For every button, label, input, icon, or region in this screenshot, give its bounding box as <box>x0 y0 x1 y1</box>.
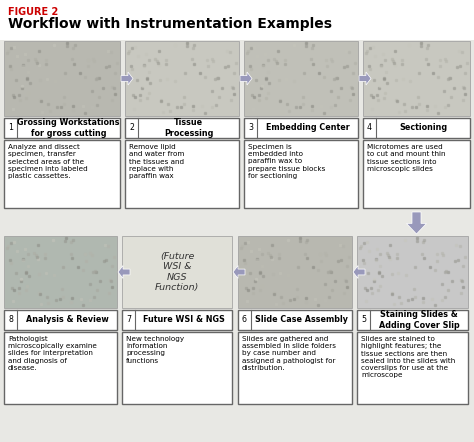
Text: 1: 1 <box>8 123 13 133</box>
Text: 8: 8 <box>8 316 13 324</box>
Text: Tissue
Processing: Tissue Processing <box>164 118 213 138</box>
Text: New technology
information
processing
functions: New technology information processing fu… <box>126 336 184 364</box>
FancyBboxPatch shape <box>125 140 239 208</box>
Text: Microtomes are used
to cut and mount thin
tissue sections into
microscopic slide: Microtomes are used to cut and mount thi… <box>367 144 446 172</box>
Text: Pathologist
microscopically examine
slides for interpretation
and diagnosis of
d: Pathologist microscopically examine slid… <box>8 336 97 371</box>
FancyBboxPatch shape <box>238 236 352 308</box>
Text: 3: 3 <box>248 123 253 133</box>
Text: (Future
WSI &
NGS
Function): (Future WSI & NGS Function) <box>155 252 199 292</box>
Polygon shape <box>353 266 365 278</box>
FancyBboxPatch shape <box>122 332 232 404</box>
Polygon shape <box>121 72 133 85</box>
FancyBboxPatch shape <box>238 310 352 330</box>
Text: Grossing Workstations
for gross cutting: Grossing Workstations for gross cutting <box>17 118 120 138</box>
Text: Analysis & Review: Analysis & Review <box>26 316 109 324</box>
Text: FIGURE 2: FIGURE 2 <box>8 7 58 17</box>
Text: 4: 4 <box>367 123 372 133</box>
Text: Sectioning: Sectioning <box>399 123 447 133</box>
FancyBboxPatch shape <box>363 118 470 138</box>
Text: Staining Slides &
Adding Cover Slip: Staining Slides & Adding Cover Slip <box>379 310 459 330</box>
FancyBboxPatch shape <box>122 236 232 308</box>
FancyBboxPatch shape <box>363 41 470 116</box>
FancyBboxPatch shape <box>238 332 352 404</box>
Text: 6: 6 <box>242 316 247 324</box>
FancyBboxPatch shape <box>4 332 117 404</box>
FancyBboxPatch shape <box>4 236 117 308</box>
Text: Analyze and dissect
specimen, transfer
selected areas of the
specimen into label: Analyze and dissect specimen, transfer s… <box>8 144 88 179</box>
Polygon shape <box>233 266 245 278</box>
FancyBboxPatch shape <box>363 140 470 208</box>
Text: Slide Case Assembly: Slide Case Assembly <box>255 316 348 324</box>
Polygon shape <box>359 72 371 85</box>
FancyBboxPatch shape <box>357 332 468 404</box>
Text: Embedding Center: Embedding Center <box>265 123 349 133</box>
Text: Workflow with Instrumentation Examples: Workflow with Instrumentation Examples <box>8 17 332 31</box>
FancyBboxPatch shape <box>125 118 239 138</box>
Text: Slides are gathered and
assembled in slide folders
by case number and
assigned a: Slides are gathered and assembled in sli… <box>242 336 336 371</box>
FancyBboxPatch shape <box>4 41 120 116</box>
FancyBboxPatch shape <box>357 236 468 308</box>
Text: Slides are stained to
highlight features; the
tissue sections are then
sealed in: Slides are stained to highlight features… <box>361 336 455 378</box>
FancyBboxPatch shape <box>122 310 232 330</box>
FancyBboxPatch shape <box>244 41 358 116</box>
FancyBboxPatch shape <box>125 41 239 116</box>
FancyBboxPatch shape <box>4 310 117 330</box>
FancyBboxPatch shape <box>4 140 120 208</box>
Text: Specimen is
embedded into
paraffin wax to
prepare tissue blocks
for sectioning: Specimen is embedded into paraffin wax t… <box>248 144 325 179</box>
Polygon shape <box>118 266 130 278</box>
FancyBboxPatch shape <box>357 310 468 330</box>
FancyBboxPatch shape <box>0 0 474 40</box>
Text: Remove lipid
and water from
the tissues and
replace with
paraffin wax: Remove lipid and water from the tissues … <box>129 144 184 179</box>
Polygon shape <box>240 72 252 85</box>
Polygon shape <box>407 212 427 234</box>
Text: 7: 7 <box>126 316 131 324</box>
Text: 5: 5 <box>361 316 366 324</box>
FancyBboxPatch shape <box>244 140 358 208</box>
Text: Future WSI & NGS: Future WSI & NGS <box>143 316 224 324</box>
FancyBboxPatch shape <box>4 118 120 138</box>
FancyBboxPatch shape <box>244 118 358 138</box>
Text: 2: 2 <box>129 123 134 133</box>
